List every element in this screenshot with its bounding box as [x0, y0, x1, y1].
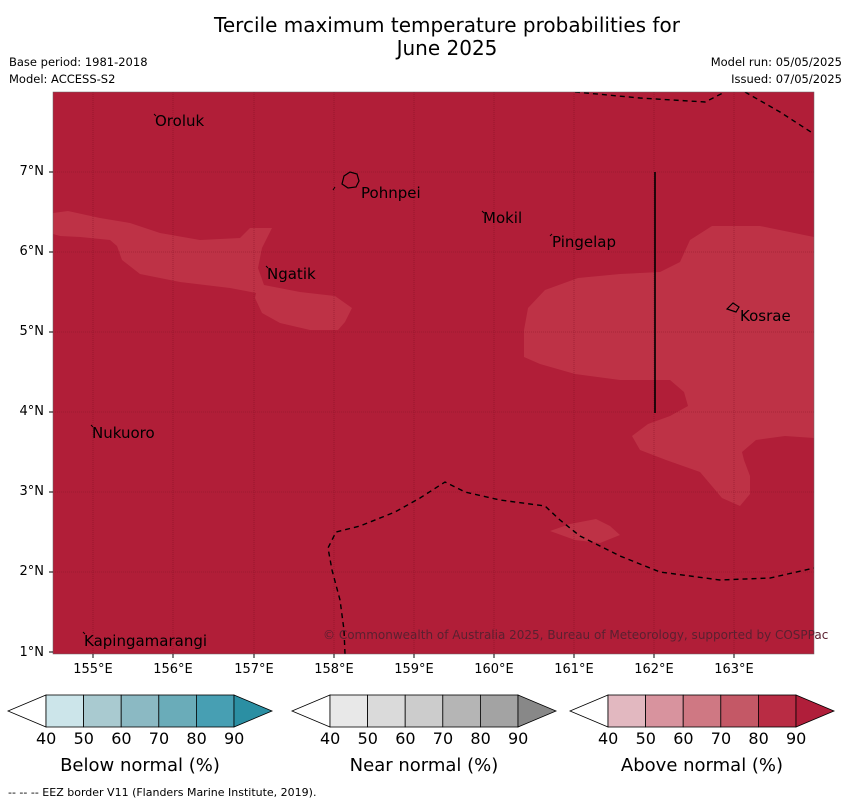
colorbar-right-arrow [233, 694, 274, 728]
base-period: Base period: 1981-2018 [9, 55, 148, 69]
colorbar-tick-label: 70 [432, 729, 454, 748]
colorbar-left-arrow [6, 694, 47, 728]
place-pohnpei: Pohnpei [361, 184, 421, 202]
colorbar-segment [120, 694, 160, 728]
colorbar-tick-label: 80 [470, 729, 491, 748]
colorbar-tick-label: 70 [710, 729, 732, 748]
eez-borders [327, 92, 814, 654]
place-pingelap: Pingelap [552, 233, 617, 251]
colorbar-left-arrow [568, 694, 609, 728]
region-east-band [524, 226, 814, 506]
place-mokil: Mokil [483, 209, 523, 227]
colorbar-tick-label: 40 [36, 729, 57, 748]
colorbar-tick-label: 80 [748, 729, 769, 748]
place-kapingamarangi: Kapingamarangi [84, 632, 208, 650]
colorbar-tick-label: 70 [148, 729, 170, 748]
map-grid [53, 92, 814, 654]
issued-date: Issued: 07/05/2025 [731, 72, 842, 86]
probability-map [49, 91, 815, 658]
colorbar-segment [83, 694, 122, 728]
eez-footnote: -- -- -- EEZ border V11 (Flanders Marine… [8, 786, 317, 799]
colorbar-above-normal [568, 694, 836, 728]
map-title: Tercile maximum temperature probabilitie… [0, 14, 850, 60]
model-name: Model: ACCESS-S2 [9, 72, 116, 86]
colorbar-below-normal [6, 694, 274, 728]
colorbar-tick-label: 50 [73, 729, 94, 748]
colorbar-segment [758, 694, 797, 728]
place-kosrae: Kosrae [740, 307, 791, 325]
colorbar-title-near: Near normal (%) [349, 755, 499, 776]
colorbar-tick-label: 80 [186, 729, 207, 748]
title-line-1: Tercile maximum temperature probabilitie… [214, 13, 680, 37]
axis-ticks [49, 171, 735, 658]
lon-label-158e: 158°E [314, 662, 354, 677]
lon-label-160e: 160°E [474, 662, 514, 677]
colorbar-segment [682, 694, 722, 728]
region-south-patch [550, 519, 620, 543]
lat-label-6n: 6°N [19, 244, 45, 259]
colorbar-tick-label: 60 [673, 729, 694, 748]
place-ngatik: Ngatik [267, 265, 316, 283]
colorbar-tick-label: 60 [395, 729, 416, 748]
lat-label-1n: 1°N [19, 645, 45, 660]
place-oroluk: Oroluk [155, 112, 205, 130]
lon-label-155e: 155°E [73, 662, 113, 677]
atoll-marks [82, 113, 553, 635]
colorbar-right-arrow [517, 694, 558, 728]
lon-label-156e: 156°E [153, 662, 193, 677]
title-line-2: June 2025 [396, 36, 498, 60]
colorbar-segment [720, 694, 759, 728]
colorbar-tick-label: 60 [111, 729, 132, 748]
colorbar-segment [645, 694, 684, 728]
lon-label-162e: 162°E [634, 662, 674, 677]
colorbar-segment [329, 694, 368, 728]
colorbar-segment [404, 694, 444, 728]
lat-label-3n: 3°N [19, 484, 45, 499]
colorbar-left-arrow [290, 694, 331, 728]
model-run: Model run: 05/05/2025 [710, 55, 842, 69]
lon-label-161e: 161°E [554, 662, 594, 677]
lon-label-157e: 157°E [234, 662, 274, 677]
place-nukuoro: Nukuoro [92, 424, 155, 442]
kosrae-island [725, 302, 740, 313]
copyright-notice: © Commonwealth of Australia 2025, Bureau… [323, 628, 829, 642]
lat-label-2n: 2°N [19, 564, 45, 579]
meta-left: Base period: 1981-2018 Model: ACCESS-S2 [9, 54, 148, 88]
colorbars [6, 694, 836, 728]
colorbar-tick-label: 90 [786, 729, 807, 748]
map-frame [52, 91, 815, 655]
colorbar-segment [45, 694, 84, 728]
lat-label-4n: 4°N [19, 404, 45, 419]
colorbar-tick-label: 50 [357, 729, 378, 748]
colorbar-segment [195, 694, 235, 728]
meta-right: Model run: 05/05/2025 Issued: 07/05/2025 [711, 54, 842, 88]
pohnpei-island [341, 171, 360, 189]
colorbar-tick-label: 40 [598, 729, 619, 748]
lon-label-163e: 163°E [714, 662, 754, 677]
colorbar-title-above: Above normal (%) [620, 755, 784, 776]
colorbar-segment [158, 694, 197, 728]
colorbar-right-arrow [795, 694, 836, 728]
lon-label-159e: 159°E [394, 662, 434, 677]
colorbar-tick-label: 40 [320, 729, 341, 748]
lat-label-7n: 7°N [19, 164, 45, 179]
colorbar-segment [479, 694, 519, 728]
colorbar-tick-label: 90 [224, 729, 245, 748]
colorbar-tick-label: 50 [635, 729, 656, 748]
colorbar-segment [607, 694, 646, 728]
colorbar-title-below: Below normal (%) [60, 755, 220, 776]
colorbar-tick-label: 90 [508, 729, 529, 748]
colorbar-segment [442, 694, 481, 728]
colorbar-segment [367, 694, 406, 728]
region-west-band [53, 211, 352, 330]
lat-label-5n: 5°N [19, 324, 45, 339]
colorbar-near-normal [290, 694, 558, 728]
eez-border-northeast [744, 92, 814, 135]
